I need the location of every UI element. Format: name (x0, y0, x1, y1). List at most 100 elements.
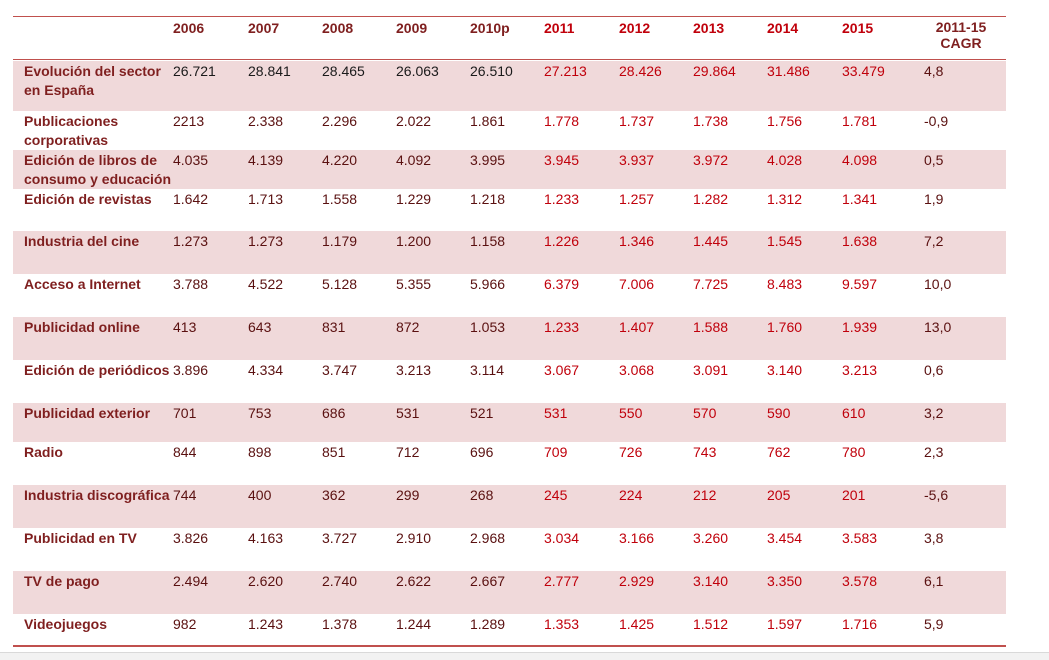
cell-projection: 1.233 (544, 317, 619, 360)
cell-historical: 2.620 (248, 571, 322, 614)
cell-projection: 8.483 (767, 276, 803, 292)
cell-historical: 362 (322, 485, 396, 528)
cell-cagr: 2,3 (924, 444, 944, 460)
row-label-line: Acceso a Internet (24, 276, 141, 292)
cell-historical: 26.721 (173, 61, 248, 111)
row-label-line: Evolución del sector (24, 63, 161, 79)
cell-historical: 2.667 (470, 571, 544, 614)
cell-historical: 696 (470, 444, 494, 460)
cell-projection: 762 (767, 444, 791, 460)
cell-historical: 4.163 (248, 530, 284, 546)
cell-historical: 1.713 (248, 191, 284, 207)
cell-projection: 1.588 (693, 317, 767, 360)
table-row: Edición de libros de consumo y educación 4… (13, 150, 1006, 189)
cell-historical: 2.338 (248, 113, 284, 129)
cell-cagr: 0,5 (916, 150, 1006, 189)
row-label: Edición de revistas (13, 189, 173, 231)
cell-projection: 9.597 (842, 276, 878, 292)
cell-projection: 1.312 (767, 191, 803, 207)
cell-projection: 33.479 (842, 61, 916, 111)
cell-historical: 4.334 (248, 362, 284, 378)
row-label-line: TV de pago (24, 573, 100, 589)
cell-historical: 1.861 (470, 113, 506, 129)
cell-cagr: 3,2 (916, 403, 1006, 442)
row-label-line: Edición de periódicos (24, 362, 170, 378)
cell-historical: 1.289 (470, 616, 506, 632)
row-label: Edición de periódicos (13, 360, 173, 403)
cell-historical: 521 (470, 403, 544, 442)
cell-historical: 4.139 (248, 150, 322, 189)
header-cagr: 2011-15 CAGR (916, 17, 1006, 61)
cell-projection: 1.545 (767, 231, 842, 274)
cell-projection: 1.512 (693, 616, 729, 632)
table-row: Publicidad online 413 643 831 872 1.053 1.233 1… (13, 317, 1006, 360)
cell-projection: 224 (619, 485, 693, 528)
cell-historical: 5.355 (396, 276, 432, 292)
cell-historical: 1.158 (470, 231, 544, 274)
cell-projection: 3.140 (693, 571, 767, 614)
cell-historical: 744 (173, 485, 248, 528)
cell-historical: 753 (248, 403, 322, 442)
cell-historical: 2.622 (396, 571, 470, 614)
table-row: Videojuegos 982 1.243 1.378 1.244 1.289 1.353 1… (13, 614, 1006, 657)
cell-projection: 3.937 (619, 150, 693, 189)
cell-projection: 550 (619, 403, 693, 442)
table-row: Edición de revistas 1.642 1.713 1.558 1.229 1… (13, 189, 1006, 231)
cell-projection: 2.777 (544, 571, 619, 614)
cell-cagr: -5,6 (916, 485, 1006, 528)
cell-projection: 28.426 (619, 61, 693, 111)
row-label: Publicidad exterior (13, 403, 173, 442)
cell-projection: 31.486 (767, 61, 842, 111)
cell-projection: 3.166 (619, 530, 655, 546)
cell-projection: 1.407 (619, 317, 693, 360)
cell-historical: 2.494 (173, 571, 248, 614)
cell-projection: 3.034 (544, 530, 580, 546)
header-cagr-line1: 2011-15 (935, 19, 987, 35)
cell-projection: 1.939 (842, 317, 916, 360)
cell-historical: 1.558 (322, 191, 358, 207)
media-sector-table: 2006 2007 2008 2009 2010p 2011 2012 2013… (13, 17, 1006, 657)
cell-cagr: -0,9 (924, 113, 949, 129)
cell-historical: 26.510 (470, 61, 544, 111)
cell-historical: 1.273 (173, 231, 248, 274)
cell-projection: 3.068 (619, 362, 655, 378)
table-top-rule (13, 16, 1006, 17)
cell-projection: 245 (544, 485, 619, 528)
cell-historical: 3.995 (470, 150, 544, 189)
header-label-col (13, 17, 173, 61)
header-year-projection: 2015 (842, 20, 874, 36)
row-label: Publicidad en TV (13, 528, 173, 571)
row-label: Publicidad online (13, 317, 173, 360)
table-header-row: 2006 2007 2008 2009 2010p 2011 2012 2013… (13, 17, 1006, 61)
cell-historical: 5.966 (470, 276, 506, 292)
cell-historical: 400 (248, 485, 322, 528)
cell-historical: 299 (396, 485, 470, 528)
cell-historical: 3.896 (173, 362, 209, 378)
table-row: Evolución del sector en España 26.721 28.84… (13, 61, 1006, 111)
cell-historical: 1.218 (470, 191, 506, 207)
table-row: Acceso a Internet 3.788 4.522 5.128 5.355 5.9… (13, 274, 1006, 317)
cell-historical: 4.092 (396, 150, 470, 189)
cell-projection: 1.716 (842, 616, 878, 632)
cell-projection: 610 (842, 403, 916, 442)
cell-historical: 701 (173, 403, 248, 442)
cell-historical: 872 (396, 317, 470, 360)
cell-historical: 28.465 (322, 61, 396, 111)
row-label-line: Industria discográfica (24, 487, 170, 503)
cell-projection: 3.945 (544, 150, 619, 189)
cell-projection: 590 (767, 403, 842, 442)
cell-cagr: 6,1 (916, 571, 1006, 614)
row-label-line: corporativas (24, 132, 109, 148)
cell-projection: 709 (544, 444, 568, 460)
header-year: 2006 (173, 20, 205, 36)
cell-projection: 1.760 (767, 317, 842, 360)
cell-projection: 212 (693, 485, 767, 528)
cell-projection: 7.725 (693, 276, 729, 292)
cell-historical: 4.522 (248, 276, 284, 292)
cell-historical: 851 (322, 444, 346, 460)
cell-projection: 726 (619, 444, 643, 460)
table-row: Industria del cine 1.273 1.273 1.179 1.200 1.… (13, 231, 1006, 274)
table-body: Evolución del sector en España 26.721 28.84… (13, 61, 1006, 657)
cell-historical: 712 (396, 444, 420, 460)
cell-projection: 1.257 (619, 191, 655, 207)
